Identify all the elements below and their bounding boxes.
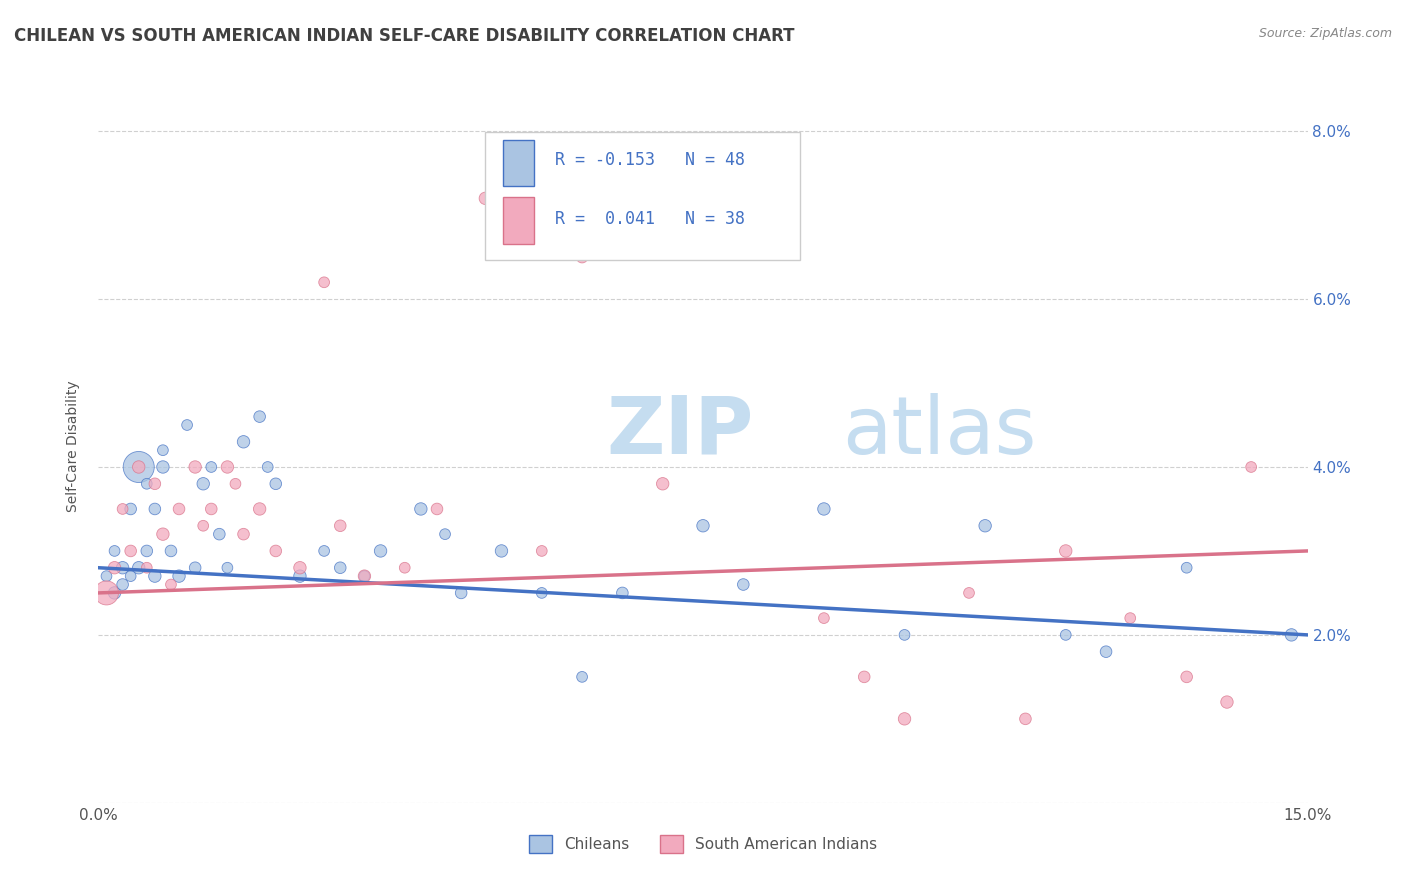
- FancyBboxPatch shape: [503, 197, 534, 244]
- Point: [128, 460, 150, 475]
- Y-axis label: Self-Care Disability: Self-Care Disability: [66, 380, 80, 512]
- Text: atlas: atlas: [842, 392, 1036, 471]
- Text: ZIP: ZIP: [606, 392, 754, 471]
- Point: [434, 527, 457, 541]
- Point: [893, 628, 915, 642]
- Point: [813, 611, 835, 625]
- Point: [353, 569, 375, 583]
- Point: [1216, 695, 1239, 709]
- Point: [152, 443, 174, 458]
- Point: [200, 502, 222, 516]
- Point: [1175, 670, 1198, 684]
- Point: [450, 586, 472, 600]
- Point: [193, 518, 215, 533]
- Point: [692, 518, 714, 533]
- Point: [1014, 712, 1036, 726]
- Point: [96, 586, 118, 600]
- Point: [111, 577, 134, 591]
- Point: [571, 250, 593, 264]
- Point: [103, 544, 125, 558]
- Point: [491, 544, 513, 558]
- Point: [974, 518, 997, 533]
- Point: [111, 502, 134, 516]
- Point: [288, 560, 311, 574]
- Point: [249, 409, 271, 424]
- Point: [813, 502, 835, 516]
- Point: [1240, 460, 1263, 475]
- Point: [120, 544, 142, 558]
- Point: [160, 577, 183, 591]
- Point: [394, 560, 416, 574]
- Point: [143, 502, 166, 516]
- Point: [474, 191, 496, 205]
- Point: [1175, 560, 1198, 574]
- Point: [184, 560, 207, 574]
- Point: [96, 569, 118, 583]
- FancyBboxPatch shape: [503, 139, 534, 186]
- Point: [111, 560, 134, 574]
- Point: [135, 544, 157, 558]
- Point: [152, 527, 174, 541]
- Point: [370, 544, 392, 558]
- Point: [193, 476, 215, 491]
- Point: [103, 586, 125, 600]
- Point: [217, 560, 239, 574]
- Point: [651, 476, 673, 491]
- Point: [200, 460, 222, 475]
- Point: [426, 502, 449, 516]
- Point: [733, 577, 755, 591]
- Point: [135, 560, 157, 574]
- Point: [329, 560, 352, 574]
- Point: [176, 417, 198, 432]
- Point: [103, 560, 125, 574]
- Point: [217, 460, 239, 475]
- Point: [184, 460, 207, 475]
- Point: [264, 476, 287, 491]
- Point: [256, 460, 278, 475]
- Point: [409, 502, 432, 516]
- Legend: Chileans, South American Indians: Chileans, South American Indians: [523, 829, 883, 859]
- Point: [232, 434, 254, 449]
- Point: [314, 275, 336, 289]
- Text: CHILEAN VS SOUTH AMERICAN INDIAN SELF-CARE DISABILITY CORRELATION CHART: CHILEAN VS SOUTH AMERICAN INDIAN SELF-CA…: [14, 27, 794, 45]
- Point: [1281, 628, 1303, 642]
- Point: [128, 460, 150, 475]
- Point: [530, 544, 553, 558]
- Point: [1054, 544, 1077, 558]
- Point: [224, 476, 246, 491]
- Point: [353, 569, 375, 583]
- Point: [264, 544, 287, 558]
- Point: [143, 569, 166, 583]
- Point: [160, 544, 183, 558]
- Point: [120, 569, 142, 583]
- Point: [1054, 628, 1077, 642]
- Point: [167, 502, 190, 516]
- Point: [530, 586, 553, 600]
- Point: [143, 476, 166, 491]
- Point: [893, 712, 915, 726]
- Text: Source: ZipAtlas.com: Source: ZipAtlas.com: [1258, 27, 1392, 40]
- Point: [571, 670, 593, 684]
- FancyBboxPatch shape: [485, 132, 800, 260]
- Text: R =  0.041   N = 38: R = 0.041 N = 38: [555, 211, 745, 228]
- Point: [249, 502, 271, 516]
- Point: [208, 527, 231, 541]
- Point: [120, 502, 142, 516]
- Point: [314, 544, 336, 558]
- Point: [853, 670, 876, 684]
- Point: [135, 476, 157, 491]
- Point: [612, 586, 634, 600]
- Point: [288, 569, 311, 583]
- Text: R = -0.153   N = 48: R = -0.153 N = 48: [555, 152, 745, 169]
- Point: [167, 569, 190, 583]
- Point: [1119, 611, 1142, 625]
- Point: [152, 460, 174, 475]
- Point: [1095, 645, 1118, 659]
- Point: [329, 518, 352, 533]
- Point: [957, 586, 980, 600]
- Point: [232, 527, 254, 541]
- Point: [128, 560, 150, 574]
